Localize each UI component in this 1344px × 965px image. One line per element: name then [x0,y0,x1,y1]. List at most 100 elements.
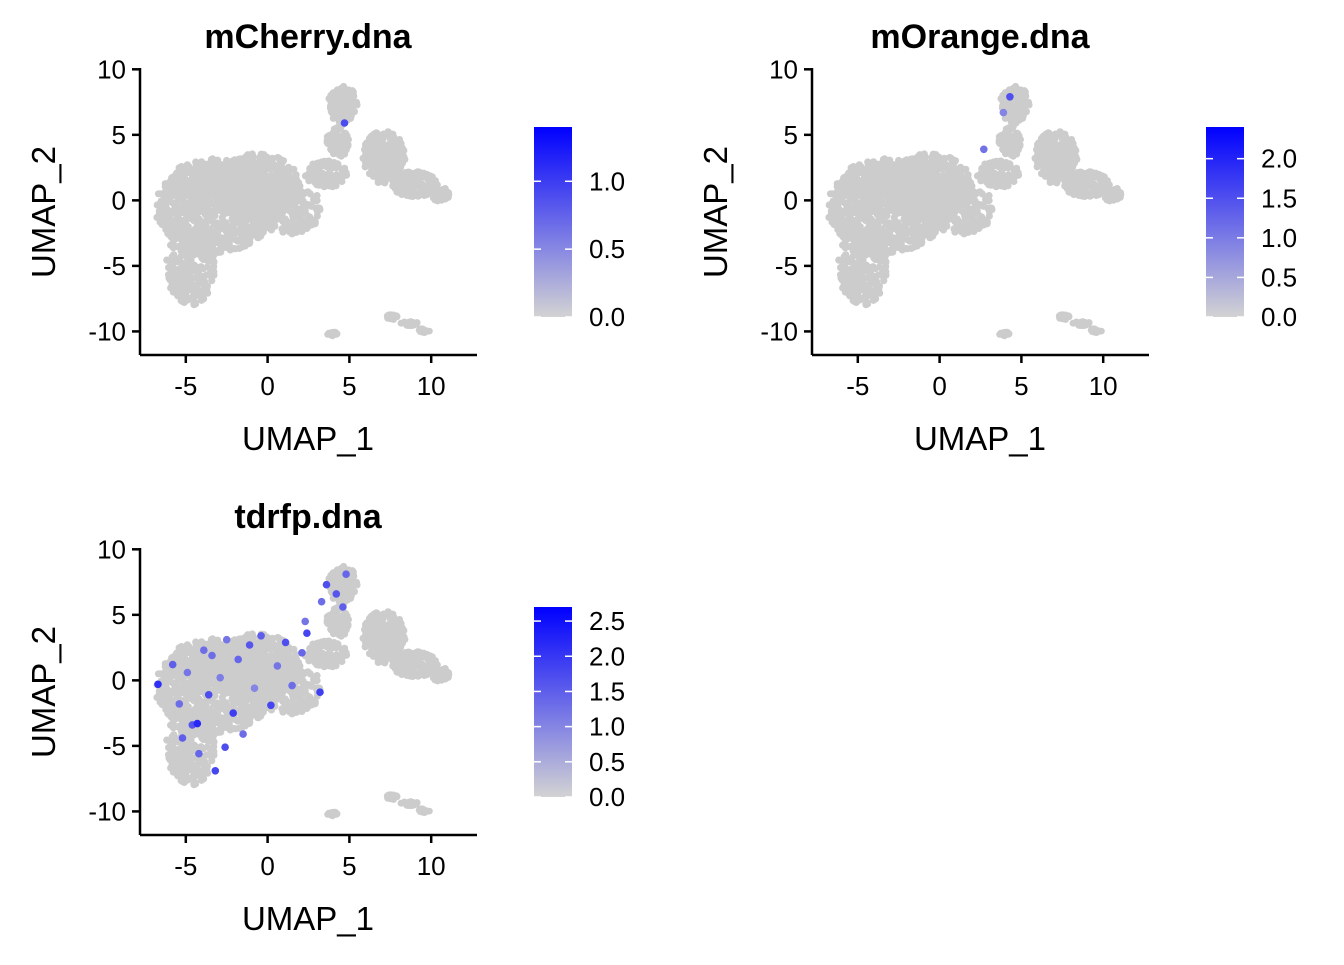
cell-point [894,219,901,226]
cell-point [241,232,248,239]
cell-point [861,167,868,174]
cell-point [166,226,173,233]
cell-point [916,179,923,186]
cell-point [271,214,278,221]
cell-point [191,184,198,191]
cell-point [847,257,854,264]
cell-point [924,162,931,169]
cell-point [219,171,226,178]
cell-point [842,244,849,251]
cell-point [327,92,334,99]
cell-point [946,154,953,161]
cell-point [237,174,244,181]
cell-point [259,181,266,188]
cell-point [296,225,303,232]
cell-point [260,209,267,216]
cell-point [202,235,209,242]
cell-point [913,232,920,239]
cell-point [391,138,398,145]
cell-point [259,219,266,226]
cell-point [874,183,881,190]
cell-point [191,284,198,291]
cell-point [869,263,876,270]
cell-point [283,198,290,205]
cell-point [278,181,285,188]
cell-point [311,179,318,186]
cell-point [419,185,426,192]
cell-point [931,219,938,226]
cell-point [978,216,985,223]
panel-title: mOrange.dna [870,18,1090,56]
cell-point [210,268,217,275]
cell-point [182,179,189,186]
cell-point [196,228,203,235]
cell-point [216,183,223,190]
cell-point [389,182,396,189]
cell-point [158,198,165,205]
cell-point [887,195,894,202]
cell-point [953,220,960,227]
cell-point [234,238,241,245]
cell-point [169,174,176,181]
cell-point [331,125,338,132]
cell-point [271,221,278,228]
cell-point [252,162,259,169]
cell-point [165,274,172,281]
cell-point [206,250,213,257]
cell-point [208,163,215,170]
cell-point [398,179,405,186]
cell-point [171,201,178,208]
cell-point [244,179,251,186]
cell-point [957,205,964,212]
cell-point [386,314,393,321]
cell-point [1057,165,1064,172]
cell-point [190,261,197,268]
cell-point [1003,125,1010,132]
cell-point [840,184,847,191]
cell-point [181,290,188,297]
cell-point [347,90,354,97]
cell-point [831,221,838,228]
cell-point [379,144,386,151]
cell-point [363,159,370,166]
cell-point [1060,147,1067,154]
cell-point [178,247,185,254]
cell-point [879,208,886,215]
colorbar: 0.00.51.0 [534,127,625,332]
cell-point [957,167,964,174]
cell-point [385,165,392,172]
cell-point [274,154,281,161]
cell-point [313,160,320,167]
x-tick-label: 5 [342,371,356,401]
cell-point [974,210,981,217]
cell-point [186,249,193,256]
cell-point [862,212,869,219]
colorbar-tick-label: 0.0 [589,302,625,332]
cell-point [289,217,296,224]
cell-point [918,203,925,210]
cell-point [874,235,881,242]
cell-point [202,183,209,190]
cell-point [985,160,992,167]
cell-point [921,189,928,196]
cell-point [997,158,1004,165]
cell-point [439,187,446,194]
cell-point [324,133,331,140]
cell-point [950,181,957,188]
cell-point [850,247,857,254]
cell-point [344,98,351,105]
cell-point [236,214,243,221]
cell-point [1013,90,1020,97]
cell-point [878,250,885,257]
cell-point [1039,141,1046,148]
cell-point [1051,132,1058,139]
y-tick-label: -5 [103,251,126,281]
cell-point [300,202,307,209]
cell-point [308,203,315,210]
y-axis-label: UMAP_2 [25,146,62,278]
colorbar-tick-label: 0.5 [589,234,625,264]
cell-point [196,278,203,285]
cell-point [175,257,182,264]
cell-point [863,240,870,247]
cell-point [882,268,889,275]
